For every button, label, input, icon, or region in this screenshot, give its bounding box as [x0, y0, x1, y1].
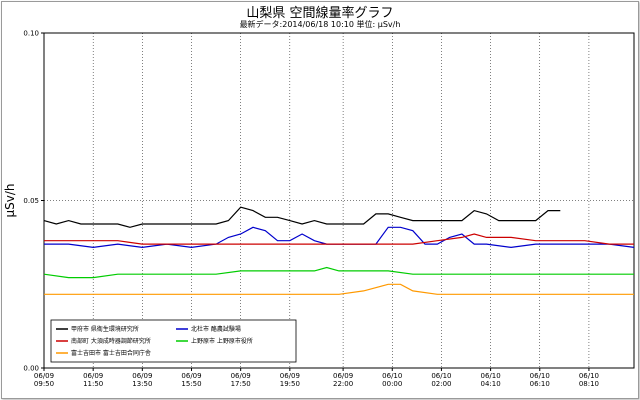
x-tick-time: 09:50 — [34, 380, 54, 388]
series-line-2 — [44, 233, 634, 245]
x-tick-date: 06/10 — [382, 372, 402, 380]
x-tick-time: 15:50 — [181, 380, 201, 388]
x-tick-time: 06:10 — [530, 380, 550, 388]
legend-label-3: 上野原市 上野原市役所 — [191, 337, 253, 345]
x-tick-time: 08:10 — [579, 380, 599, 388]
x-tick-date: 06/09 — [83, 372, 103, 380]
y-tick-label: 0.05 — [23, 197, 39, 205]
x-tick-date: 06/09 — [280, 372, 300, 380]
x-tick-time: 11:50 — [83, 380, 103, 388]
series-line-3 — [43, 266, 634, 279]
x-tick-time: 02:00 — [431, 380, 451, 388]
x-tick-time: 13:50 — [132, 380, 152, 388]
chart-subtitle: 最新データ:2014/06/18 10:10 単位: μSv/h — [239, 20, 401, 29]
x-tick-date: 06/09 — [34, 372, 54, 380]
x-tick-date: 06/10 — [481, 372, 501, 380]
x-tick-date: 06/09 — [333, 372, 353, 380]
legend-label-0: 甲府市 県衛生環境研究所 — [71, 325, 139, 333]
x-tick-date: 06/10 — [579, 372, 599, 380]
series-line-0 — [43, 206, 561, 228]
x-tick-time: 00:00 — [382, 380, 402, 388]
x-tick-date: 06/09 — [231, 372, 251, 380]
y-tick-label: 0.10 — [23, 30, 39, 38]
x-tick-time: 04:10 — [481, 380, 501, 388]
x-tick-date: 06/10 — [530, 372, 550, 380]
x-tick-date: 06/09 — [132, 372, 152, 380]
x-tick-date: 06/10 — [431, 372, 451, 380]
x-tick-time: 19:50 — [280, 380, 300, 388]
x-tick-date: 06/09 — [181, 372, 201, 380]
x-tick-time: 17:50 — [231, 380, 251, 388]
legend-label-1: 北杜市 酪農試験場 — [191, 325, 241, 333]
y-axis-label: μSv/h — [3, 183, 17, 217]
y-tick-label: 0.00 — [23, 365, 39, 373]
series-line-4 — [44, 283, 634, 295]
legend-label-4: 富士吉田市 富士吉田合同庁舎 — [71, 349, 151, 357]
legend-label-2: 南部町 大須成時器調節研究所 — [71, 337, 151, 345]
chart-title: 山梨県 空間線量率グラフ — [246, 6, 394, 21]
legend-box — [50, 319, 297, 363]
x-tick-time: 22:00 — [333, 380, 353, 388]
